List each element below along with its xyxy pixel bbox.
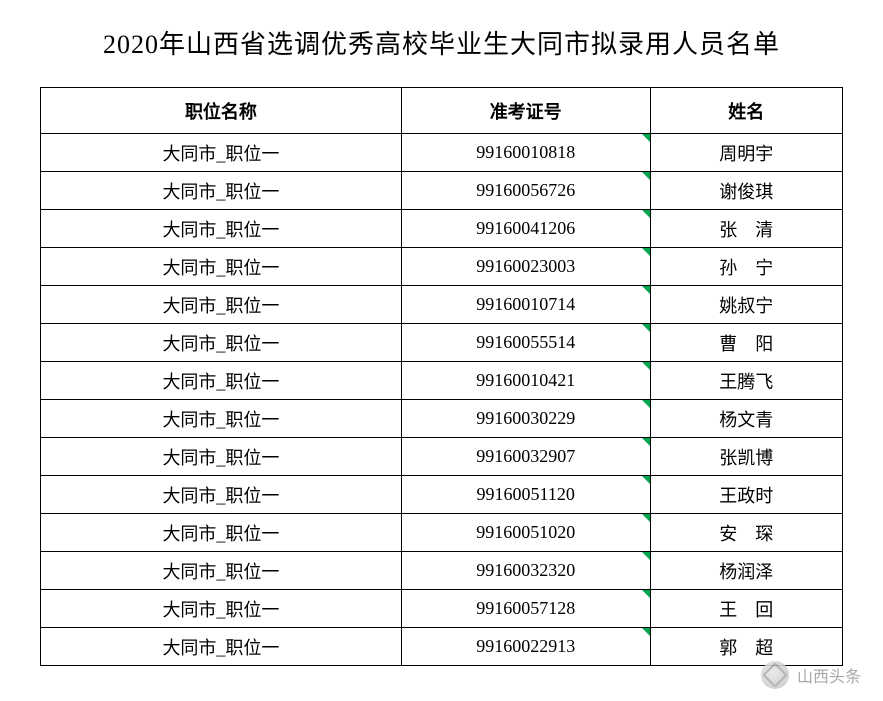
cell-marker-icon bbox=[642, 628, 650, 636]
cell-name: 杨润泽 bbox=[650, 552, 843, 590]
cell-position: 大同市_职位一 bbox=[41, 324, 402, 362]
table-row: 大同市_职位一99160051020安琛 bbox=[41, 514, 843, 552]
cell-exam-id: 99160023003 bbox=[401, 248, 650, 286]
col-exam-id: 准考证号 bbox=[401, 88, 650, 134]
cell-position: 大同市_职位一 bbox=[41, 552, 402, 590]
table-row: 大同市_职位一99160010818周明宇 bbox=[41, 134, 843, 172]
cell-marker-icon bbox=[642, 248, 650, 256]
cell-name: 姚叔宁 bbox=[650, 286, 843, 324]
cell-name: 王腾飞 bbox=[650, 362, 843, 400]
cell-position: 大同市_职位一 bbox=[41, 438, 402, 476]
cell-marker-icon bbox=[642, 438, 650, 446]
cell-marker-icon bbox=[642, 476, 650, 484]
cell-exam-id: 99160041206 bbox=[401, 210, 650, 248]
cell-exam-id: 99160010714 bbox=[401, 286, 650, 324]
cell-position: 大同市_职位一 bbox=[41, 172, 402, 210]
cell-marker-icon bbox=[642, 514, 650, 522]
cell-position: 大同市_职位一 bbox=[41, 590, 402, 628]
table-row: 大同市_职位一99160022913郭超 bbox=[41, 628, 843, 666]
table-row: 大同市_职位一99160023003孙宁 bbox=[41, 248, 843, 286]
cell-position: 大同市_职位一 bbox=[41, 286, 402, 324]
table-row: 大同市_职位一99160051120王政时 bbox=[41, 476, 843, 514]
cell-name: 王政时 bbox=[650, 476, 843, 514]
table-header-row: 职位名称 准考证号 姓名 bbox=[41, 88, 843, 134]
watermark-logo-icon bbox=[761, 661, 789, 689]
watermark: 山西头条 bbox=[761, 661, 861, 689]
cell-position: 大同市_职位一 bbox=[41, 134, 402, 172]
cell-exam-id: 99160051120 bbox=[401, 476, 650, 514]
cell-exam-id: 99160032320 bbox=[401, 552, 650, 590]
table-body: 大同市_职位一99160010818周明宇大同市_职位一99160056726谢… bbox=[41, 134, 843, 666]
cell-marker-icon bbox=[642, 400, 650, 408]
table-row: 大同市_职位一99160032907张凯博 bbox=[41, 438, 843, 476]
cell-marker-icon bbox=[642, 286, 650, 294]
cell-name: 郭超 bbox=[650, 628, 843, 666]
table-row: 大同市_职位一99160010421王腾飞 bbox=[41, 362, 843, 400]
table-row: 大同市_职位一99160032320杨润泽 bbox=[41, 552, 843, 590]
cell-name: 孙宁 bbox=[650, 248, 843, 286]
cell-name: 张清 bbox=[650, 210, 843, 248]
cell-marker-icon bbox=[642, 172, 650, 180]
cell-exam-id: 99160032907 bbox=[401, 438, 650, 476]
cell-name: 安琛 bbox=[650, 514, 843, 552]
cell-exam-id: 99160030229 bbox=[401, 400, 650, 438]
cell-exam-id: 99160010818 bbox=[401, 134, 650, 172]
table-row: 大同市_职位一99160041206张清 bbox=[41, 210, 843, 248]
cell-position: 大同市_职位一 bbox=[41, 210, 402, 248]
cell-marker-icon bbox=[642, 134, 650, 142]
watermark-text: 山西头条 bbox=[797, 663, 861, 687]
cell-exam-id: 99160055514 bbox=[401, 324, 650, 362]
col-position: 职位名称 bbox=[41, 88, 402, 134]
cell-marker-icon bbox=[642, 362, 650, 370]
cell-exam-id: 99160022913 bbox=[401, 628, 650, 666]
table-row: 大同市_职位一99160010714姚叔宁 bbox=[41, 286, 843, 324]
cell-exam-id: 99160051020 bbox=[401, 514, 650, 552]
cell-position: 大同市_职位一 bbox=[41, 476, 402, 514]
cell-name: 王回 bbox=[650, 590, 843, 628]
page-title: 2020年山西省选调优秀高校毕业生大同市拟录用人员名单 bbox=[40, 24, 843, 61]
table-row: 大同市_职位一99160055514曹阳 bbox=[41, 324, 843, 362]
cell-marker-icon bbox=[642, 210, 650, 218]
table-row: 大同市_职位一99160030229杨文青 bbox=[41, 400, 843, 438]
cell-name: 周明宇 bbox=[650, 134, 843, 172]
cell-name: 曹阳 bbox=[650, 324, 843, 362]
cell-name: 杨文青 bbox=[650, 400, 843, 438]
cell-name: 张凯博 bbox=[650, 438, 843, 476]
cell-position: 大同市_职位一 bbox=[41, 400, 402, 438]
cell-exam-id: 99160056726 bbox=[401, 172, 650, 210]
cell-marker-icon bbox=[642, 552, 650, 560]
col-name: 姓名 bbox=[650, 88, 843, 134]
cell-position: 大同市_职位一 bbox=[41, 362, 402, 400]
cell-marker-icon bbox=[642, 590, 650, 598]
cell-exam-id: 99160057128 bbox=[401, 590, 650, 628]
cell-name: 谢俊琪 bbox=[650, 172, 843, 210]
table-row: 大同市_职位一99160057128王回 bbox=[41, 590, 843, 628]
cell-marker-icon bbox=[642, 324, 650, 332]
table-row: 大同市_职位一99160056726谢俊琪 bbox=[41, 172, 843, 210]
cell-position: 大同市_职位一 bbox=[41, 248, 402, 286]
candidates-table: 职位名称 准考证号 姓名 大同市_职位一99160010818周明宇大同市_职位… bbox=[40, 87, 843, 666]
document-page: 2020年山西省选调优秀高校毕业生大同市拟录用人员名单 职位名称 准考证号 姓名… bbox=[0, 0, 883, 666]
cell-position: 大同市_职位一 bbox=[41, 628, 402, 666]
cell-exam-id: 99160010421 bbox=[401, 362, 650, 400]
cell-position: 大同市_职位一 bbox=[41, 514, 402, 552]
